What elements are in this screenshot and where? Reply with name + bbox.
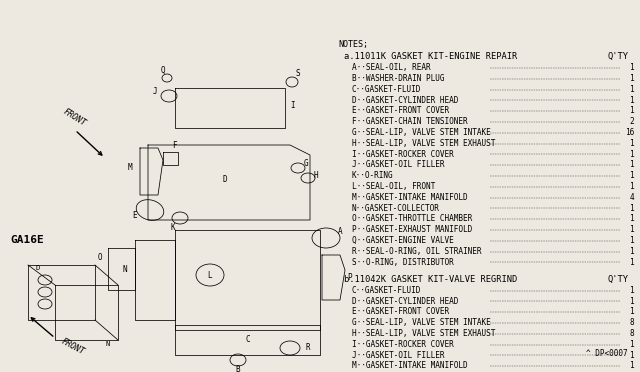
Text: S··O-RING, DISTRIBUTOR: S··O-RING, DISTRIBUTOR: [352, 258, 454, 267]
Text: M··GASKET-INTAKE MANIFOLD: M··GASKET-INTAKE MANIFOLD: [352, 193, 468, 202]
Text: H: H: [314, 170, 318, 180]
Text: ^ DP<0007: ^ DP<0007: [586, 349, 628, 358]
Text: B: B: [236, 366, 240, 372]
Text: A··SEAL-OIL, REAR: A··SEAL-OIL, REAR: [352, 63, 431, 72]
Text: G: G: [304, 158, 308, 167]
Text: 1: 1: [629, 236, 634, 245]
Text: 1: 1: [629, 214, 634, 224]
Text: 1: 1: [629, 150, 634, 158]
Text: G··SEAL-LIP, VALVE STEM INTAKE: G··SEAL-LIP, VALVE STEM INTAKE: [352, 128, 491, 137]
Text: M··GASKET-INTAKE MANIFOLD: M··GASKET-INTAKE MANIFOLD: [352, 361, 468, 370]
Text: 1: 1: [629, 139, 634, 148]
Text: C: C: [246, 336, 250, 344]
Text: NOTES;: NOTES;: [338, 40, 368, 49]
Text: N··GASKET-COLLECTOR: N··GASKET-COLLECTOR: [352, 203, 440, 213]
Text: R··SEAL-O-RING, OIL STRAINER: R··SEAL-O-RING, OIL STRAINER: [352, 247, 481, 256]
Text: D··GASKET-CYLINDER HEAD: D··GASKET-CYLINDER HEAD: [352, 296, 458, 305]
Text: E··GASKET-FRONT COVER: E··GASKET-FRONT COVER: [352, 307, 449, 316]
Text: FRONT: FRONT: [62, 108, 88, 128]
Text: S: S: [296, 70, 300, 78]
Text: FRONT: FRONT: [60, 337, 86, 357]
Text: C··GASKET-FLUID: C··GASKET-FLUID: [352, 85, 421, 94]
Text: H··SEAL-LIP, VALVE STEM EXHAUST: H··SEAL-LIP, VALVE STEM EXHAUST: [352, 329, 495, 338]
Text: B··WASHER-DRAIN PLUG: B··WASHER-DRAIN PLUG: [352, 74, 445, 83]
Text: N: N: [106, 341, 110, 347]
Text: 1: 1: [629, 63, 634, 72]
Text: 1: 1: [629, 286, 634, 295]
Text: I··GASKET-ROCKER COVER: I··GASKET-ROCKER COVER: [352, 340, 454, 349]
Text: 1: 1: [629, 160, 634, 169]
Text: 16: 16: [625, 128, 634, 137]
Text: E··GASKET-FRONT COVER: E··GASKET-FRONT COVER: [352, 106, 449, 115]
Text: J··GASKET-OIL FILLER: J··GASKET-OIL FILLER: [352, 350, 445, 359]
Text: 1: 1: [629, 361, 634, 370]
Text: E: E: [132, 212, 138, 221]
Text: 1: 1: [629, 182, 634, 191]
Text: 1: 1: [629, 350, 634, 359]
Text: I··GASKET-ROCKER COVER: I··GASKET-ROCKER COVER: [352, 150, 454, 158]
Text: Q: Q: [161, 65, 165, 74]
Text: a.11011K GASKET KIT-ENGINE REPAIR: a.11011K GASKET KIT-ENGINE REPAIR: [344, 52, 517, 61]
Text: 1: 1: [629, 171, 634, 180]
Text: D: D: [223, 176, 227, 185]
Text: J··GASKET-OIL FILLER: J··GASKET-OIL FILLER: [352, 160, 445, 169]
Text: K: K: [171, 224, 175, 232]
Text: K··O-RING: K··O-RING: [352, 171, 394, 180]
Text: 1: 1: [629, 203, 634, 213]
Text: 1: 1: [629, 106, 634, 115]
Text: D: D: [36, 265, 40, 271]
Text: 4: 4: [629, 193, 634, 202]
Text: 1: 1: [629, 296, 634, 305]
Text: F: F: [172, 141, 176, 151]
Text: 8: 8: [629, 318, 634, 327]
Text: I: I: [291, 100, 295, 109]
Text: H··SEAL-LIP, VALVE STEM EXHAUST: H··SEAL-LIP, VALVE STEM EXHAUST: [352, 139, 495, 148]
Text: G··SEAL-LIP, VALVE STEM INTAKE: G··SEAL-LIP, VALVE STEM INTAKE: [352, 318, 491, 327]
Text: Q··GASKET-ENGINE VALVE: Q··GASKET-ENGINE VALVE: [352, 236, 454, 245]
Text: F··GASKET-CHAIN TENSIONER: F··GASKET-CHAIN TENSIONER: [352, 117, 468, 126]
Text: R: R: [306, 343, 310, 353]
Text: 1: 1: [629, 258, 634, 267]
Text: M: M: [128, 164, 132, 173]
Text: N: N: [123, 266, 127, 275]
Text: O: O: [98, 253, 102, 263]
Text: 8: 8: [629, 329, 634, 338]
Text: D··GASKET-CYLINDER HEAD: D··GASKET-CYLINDER HEAD: [352, 96, 458, 105]
Text: L: L: [208, 270, 212, 279]
Text: 1: 1: [629, 96, 634, 105]
Text: O··GASKET-THROTTLE CHAMBER: O··GASKET-THROTTLE CHAMBER: [352, 214, 472, 224]
Text: Q'TY: Q'TY: [607, 275, 628, 284]
Text: GA16E: GA16E: [10, 235, 44, 245]
Text: b.11042K GASKET KIT-VALVE REGRIND: b.11042K GASKET KIT-VALVE REGRIND: [344, 275, 517, 284]
Text: 1: 1: [629, 247, 634, 256]
Text: Q'TY: Q'TY: [607, 52, 628, 61]
Text: 1: 1: [629, 340, 634, 349]
Text: L··SEAL-OIL, FRONT: L··SEAL-OIL, FRONT: [352, 182, 435, 191]
Text: P··GASKET-EXHAUST MANIFOLD: P··GASKET-EXHAUST MANIFOLD: [352, 225, 472, 234]
Text: 1: 1: [629, 225, 634, 234]
Text: A: A: [338, 228, 342, 237]
Text: P: P: [348, 273, 352, 282]
Text: 1: 1: [629, 307, 634, 316]
Text: 2: 2: [629, 117, 634, 126]
Text: C··GASKET-FLUID: C··GASKET-FLUID: [352, 286, 421, 295]
Text: 1: 1: [629, 74, 634, 83]
Text: 1: 1: [629, 85, 634, 94]
Text: J: J: [153, 87, 157, 96]
